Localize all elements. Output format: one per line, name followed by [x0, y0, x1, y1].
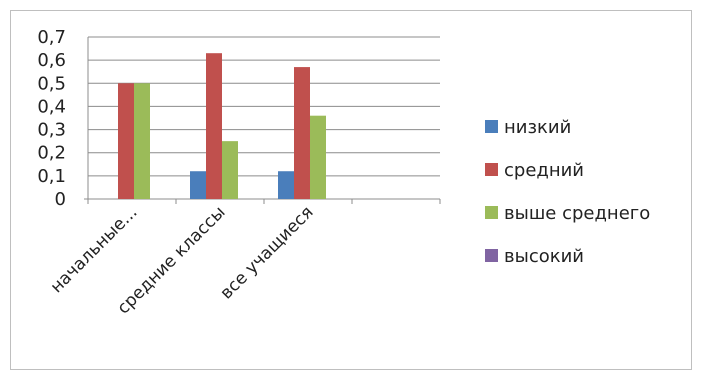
legend-swatch: [485, 249, 498, 262]
legend-label: средний: [504, 160, 584, 181]
legend-label: низкий: [504, 117, 571, 138]
legend-label: высокий: [504, 246, 584, 267]
legend: низкий средний выше среднего высокий: [485, 117, 650, 267]
bar: [310, 115, 326, 199]
legend-swatch: [485, 206, 498, 219]
y-tick-label: 0,6: [37, 50, 66, 71]
legend-label: выше среднего: [504, 203, 650, 224]
y-tick-label: 0,4: [37, 96, 66, 117]
bar: [278, 171, 294, 199]
y-tick-label: 0,1: [37, 166, 66, 187]
y-tick-labels: 00,10,20,3 0,40,50,60,7: [37, 27, 66, 210]
legend-swatch: [485, 120, 498, 133]
legend-swatch: [485, 163, 498, 176]
y-tick-label: 0,5: [37, 73, 66, 94]
x-tick-label: начальные...: [47, 202, 142, 297]
bar: [294, 67, 310, 199]
bar: [222, 141, 238, 199]
bar: [190, 171, 206, 199]
y-tick-label: 0,7: [37, 27, 66, 48]
y-tick-label: 0: [55, 189, 66, 210]
bars: [118, 53, 326, 200]
x-tick-label: все учащиеся: [217, 202, 318, 303]
y-tick-label: 0,2: [37, 143, 66, 164]
bar: [134, 83, 150, 199]
y-tick-label: 0,3: [37, 120, 66, 141]
bar: [206, 53, 222, 200]
bar: [118, 83, 134, 199]
